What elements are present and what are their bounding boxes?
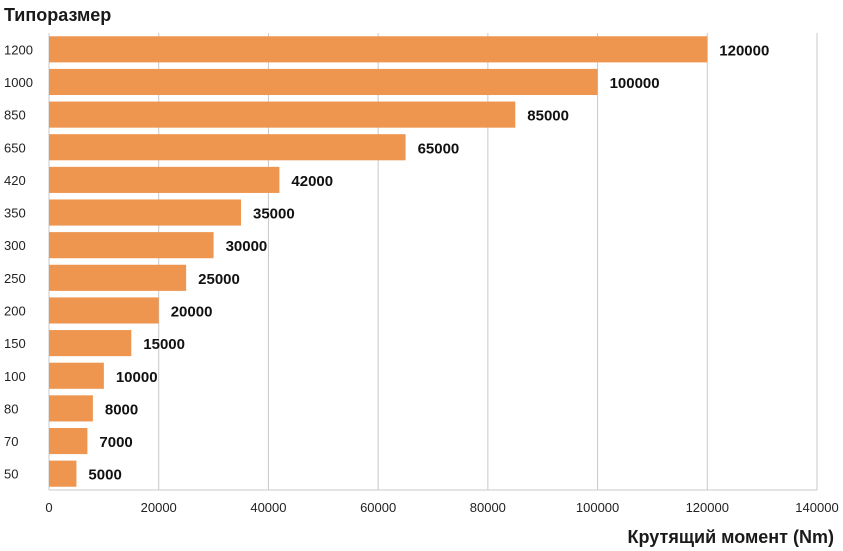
- y-tick-label: 420: [4, 173, 26, 188]
- bar-650: [49, 134, 406, 161]
- x-tick-label: 40000: [250, 500, 286, 515]
- y-tick-label: 350: [4, 206, 26, 221]
- data-label: 25000: [198, 271, 240, 288]
- y-tick-label: 70: [4, 434, 18, 449]
- bar-200: [49, 297, 159, 324]
- bar-350: [49, 199, 241, 226]
- data-label: 85000: [527, 108, 569, 125]
- data-label: 5000: [88, 467, 121, 484]
- bars-group: [49, 36, 708, 487]
- x-tick-label: 60000: [360, 500, 396, 515]
- x-tick-label: 20000: [141, 500, 177, 515]
- bar-850: [49, 101, 516, 128]
- data-label: 35000: [253, 206, 295, 223]
- y-axis-title: Типоразмер: [4, 5, 111, 25]
- y-tick-label: 850: [4, 108, 26, 123]
- bar-50: [49, 460, 77, 487]
- y-tick-label: 650: [4, 140, 26, 155]
- data-label: 120000: [719, 42, 769, 59]
- y-tick-label: 300: [4, 238, 26, 253]
- y-tick-label: 1000: [4, 75, 33, 90]
- bar-1200: [49, 36, 708, 63]
- data-label: 10000: [116, 369, 158, 386]
- y-tick-label: 80: [4, 401, 18, 416]
- x-tick-label: 120000: [686, 500, 729, 515]
- y-tick-label: 1200: [4, 42, 33, 57]
- bar-150: [49, 330, 132, 357]
- y-tick-label: 250: [4, 271, 26, 286]
- data-label: 30000: [226, 238, 268, 255]
- data-labels: 120000 100000 85000 65000 42000 35000 30000 250…: [88, 42, 769, 483]
- x-tick-labels: 0 20000 40000 60000 80000 100000 120000 140000: [45, 500, 838, 515]
- y-tick-label: 100: [4, 369, 26, 384]
- bar-420: [49, 166, 280, 193]
- x-tick-label: 140000: [795, 500, 838, 515]
- data-label: 100000: [610, 75, 660, 92]
- data-label: 7000: [99, 434, 132, 451]
- bar-300: [49, 232, 214, 259]
- data-label: 20000: [171, 303, 213, 320]
- data-label: 42000: [291, 173, 333, 190]
- data-label: 65000: [418, 140, 460, 157]
- y-tick-label: 50: [4, 467, 18, 482]
- x-tick-label: 100000: [576, 500, 619, 515]
- bar-250: [49, 264, 187, 291]
- x-tick-label: 0: [45, 500, 52, 515]
- bar-1000: [49, 68, 598, 96]
- bar-70: [49, 427, 88, 455]
- y-tick-label: 150: [4, 336, 26, 351]
- y-tick-labels: 1200 1000 850 650 420 350 300 250 200 150 100 80 70 5…: [4, 42, 33, 481]
- x-axis-title: Крутящий момент (Nm): [628, 527, 834, 547]
- bar-80: [49, 395, 93, 422]
- bar-100: [49, 362, 104, 389]
- x-tick-label: 80000: [470, 500, 506, 515]
- y-tick-label: 200: [4, 303, 26, 318]
- data-label: 15000: [143, 336, 185, 353]
- data-label: 8000: [105, 401, 138, 418]
